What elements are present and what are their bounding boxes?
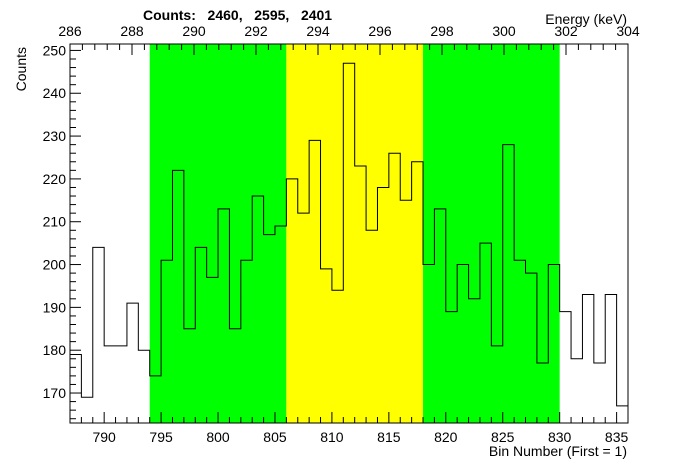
y-tick-label: 240: [43, 85, 67, 101]
x2-tick-label: 300: [492, 23, 516, 39]
x-tick-label: 790: [92, 429, 116, 445]
y-tick-label: 210: [43, 214, 67, 230]
histogram-series-line: [70, 62, 628, 407]
y-tick-label: 170: [43, 385, 67, 401]
y-tick-label: 250: [43, 42, 67, 58]
x-axis-ticks: 790 795 800 805 810 815 820 825 830 835: [69, 412, 629, 445]
x2-axis-title: Energy (keV): [545, 11, 627, 27]
x2-tick-label: 298: [430, 23, 454, 39]
x2-tick-label: 294: [306, 23, 330, 39]
x-tick-label: 820: [434, 429, 458, 445]
chart-title: Counts: 2460, 2595, 2401: [143, 7, 332, 23]
y-tick-label: 190: [43, 299, 67, 315]
y-axis-title: Counts: [13, 47, 29, 91]
highlight-region-3: [423, 44, 560, 423]
y-tick-label: 180: [43, 342, 67, 358]
x2-tick-label: 296: [368, 23, 392, 39]
x-tick-label: 800: [206, 429, 230, 445]
x-tick-label: 830: [548, 429, 572, 445]
x2-tick-label: 290: [182, 23, 206, 39]
x2-tick-label: 288: [120, 23, 144, 39]
x-tick-label: 825: [491, 429, 515, 445]
x-tick-label: 795: [149, 429, 173, 445]
x2-tick-label: 292: [244, 23, 268, 39]
x2-tick-label: 302: [554, 23, 578, 39]
y-axis-ticks: 170 180 190 200 210 220 230 240 250: [43, 42, 81, 420]
x2-tick-label: 304: [616, 23, 640, 39]
plot-frame: [69, 43, 629, 424]
y-tick-label: 230: [43, 128, 67, 144]
x2-tick-label: 286: [58, 23, 82, 39]
x-tick-label: 815: [377, 429, 401, 445]
x-axis-title: Bin Number (First = 1): [489, 443, 627, 459]
y-tick-label: 220: [43, 171, 67, 187]
x-tick-label: 805: [263, 429, 287, 445]
x-tick-label: 810: [320, 429, 344, 445]
x-tick-label: 835: [605, 429, 629, 445]
x2-axis-ticks: 286 288 290 292 294 296 298 300 302 304: [58, 23, 640, 55]
y-tick-label: 200: [43, 257, 67, 273]
